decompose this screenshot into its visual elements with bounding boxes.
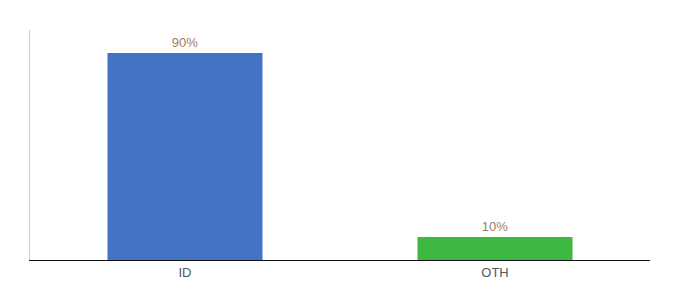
svg-text:OTH: OTH: [481, 265, 508, 280]
svg-text:10%: 10%: [482, 219, 508, 234]
svg-text:ID: ID: [179, 265, 192, 280]
svg-text:90%: 90%: [172, 35, 198, 50]
